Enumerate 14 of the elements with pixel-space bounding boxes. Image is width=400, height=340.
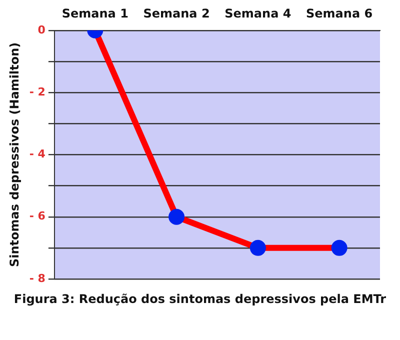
x-tick-label: Semana 4	[224, 6, 292, 20]
point	[331, 240, 348, 256]
y-tick-label: - 2	[29, 85, 46, 98]
point	[168, 208, 185, 225]
y-tick-label: - 4	[29, 148, 46, 161]
y-tick-label: - 8	[29, 272, 46, 285]
x-tick-label: Semana 2	[143, 6, 210, 20]
y-tick-label: - 6	[29, 210, 46, 223]
point	[250, 240, 266, 256]
y-tick-label: 0	[38, 23, 46, 36]
x-tick-label: Semana 1	[62, 6, 128, 20]
x-tick-label: Semana 6	[306, 6, 373, 20]
y-axis-title: Sintomas depressivos (Hamilton)	[7, 42, 22, 268]
text: Figura 3: Redução dos sintomas depressivos pela EMTr	[12, 292, 388, 306]
